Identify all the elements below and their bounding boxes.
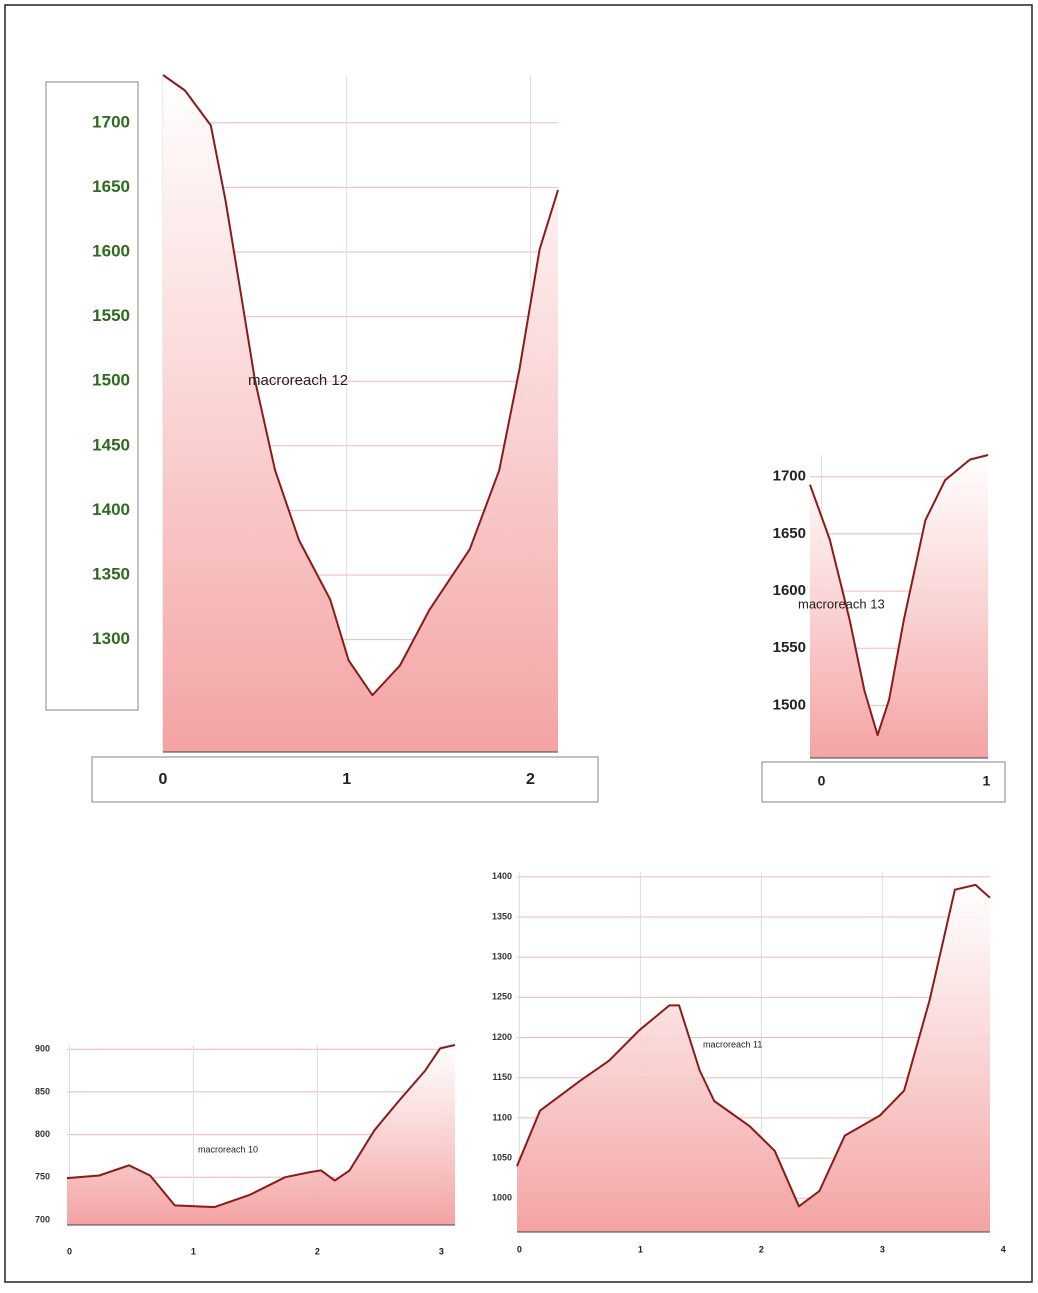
y-tick-label: 1400 (92, 500, 130, 519)
y-tick-label: 1700 (92, 112, 130, 131)
y-tick-label: 1350 (92, 564, 130, 583)
y-tick-label: 1200 (492, 1032, 512, 1042)
y-tick-label: 1250 (492, 992, 512, 1002)
x-tick-label: 1 (638, 1244, 643, 1254)
y-tick-label: 1050 (492, 1152, 512, 1162)
frame (4, 4, 1033, 1283)
y-tick-label: 1100 (492, 1112, 512, 1122)
y-tick-label: 1650 (773, 525, 806, 542)
y-tick-label: 800 (35, 1129, 50, 1139)
area (810, 455, 988, 758)
y-tick-label: 1500 (773, 696, 806, 713)
y-tick-label: 1000 (492, 1193, 512, 1203)
x-tick-label: 2 (526, 771, 535, 788)
area (67, 1045, 455, 1225)
y-tick-label: 900 (35, 1044, 50, 1054)
axis-box (761, 761, 1006, 803)
y-tick-label: 1300 (492, 952, 512, 962)
y-tick-label: 1550 (92, 306, 130, 325)
y-tick-label: 1550 (773, 639, 806, 656)
annotation: macroreach 11 (703, 1039, 762, 1049)
y-tick-label: 750 (35, 1172, 50, 1182)
y-tick-label: 1650 (92, 177, 130, 196)
y-tick-label: 850 (35, 1086, 50, 1096)
x-tick-label: 2 (759, 1244, 764, 1254)
x-tick-label: 1 (191, 1246, 196, 1256)
x-tick-label: 0 (818, 773, 826, 789)
x-tick-label: 0 (67, 1246, 72, 1256)
annotation: macroreach 12 (248, 372, 348, 389)
x-tick-label: 3 (439, 1246, 444, 1256)
line (162, 74, 559, 697)
line (809, 454, 989, 737)
y-tick-label: 1400 (492, 871, 512, 881)
annotation: macroreach 10 (198, 1144, 258, 1154)
axis-box (91, 756, 599, 803)
line (66, 1044, 456, 1209)
x-tick-label: 1 (982, 773, 990, 789)
x-tick-label: 4 (1001, 1244, 1006, 1254)
y-tick-label: 1700 (773, 468, 806, 485)
y-tick-label: 700 (35, 1214, 50, 1224)
y-tick-label: 1600 (773, 582, 806, 599)
x-tick-label: 2 (315, 1246, 320, 1256)
y-tick-label: 1450 (92, 435, 130, 454)
x-tick-label: 0 (517, 1244, 522, 1254)
y-tick-label: 1300 (92, 629, 130, 648)
x-tick-label: 0 (159, 771, 168, 788)
line (516, 883, 991, 1208)
x-tick-label: 1 (342, 771, 351, 788)
axis-box (45, 81, 139, 711)
y-tick-label: 1600 (92, 241, 130, 260)
y-tick-label: 1350 (492, 911, 512, 921)
area (517, 884, 990, 1232)
y-tick-label: 1150 (492, 1072, 512, 1082)
x-tick-label: 3 (880, 1244, 885, 1254)
area (163, 75, 558, 752)
y-tick-label: 1500 (92, 371, 130, 390)
annotation: macroreach 13 (798, 596, 885, 611)
